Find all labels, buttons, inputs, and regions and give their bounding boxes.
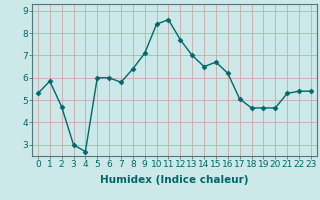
X-axis label: Humidex (Indice chaleur): Humidex (Indice chaleur)	[100, 175, 249, 185]
